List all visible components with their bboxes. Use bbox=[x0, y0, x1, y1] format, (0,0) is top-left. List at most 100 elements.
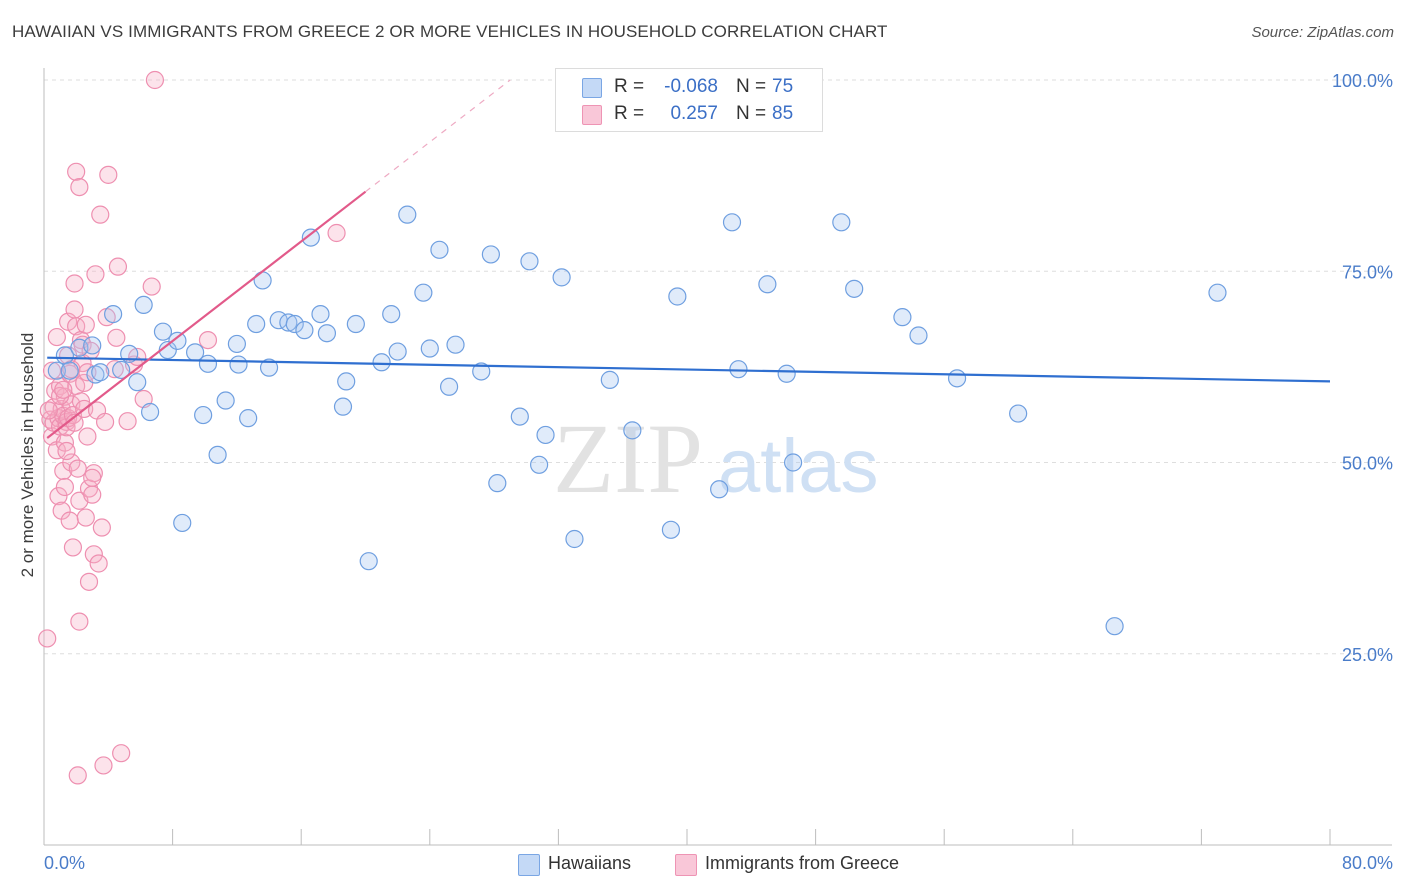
greece-swatch bbox=[582, 105, 602, 125]
greece-point bbox=[142, 277, 161, 296]
greece-point bbox=[83, 485, 102, 504]
hawaiian-point bbox=[317, 324, 337, 343]
greece-point bbox=[60, 511, 79, 530]
hawaiian-point bbox=[600, 370, 619, 389]
watermark-zip: ZIP bbox=[553, 403, 703, 514]
hawaiian-point bbox=[301, 228, 320, 247]
hawaiian-point bbox=[909, 326, 928, 345]
r-value: 0.257 bbox=[670, 103, 718, 124]
legend-label: Hawaiians bbox=[548, 853, 632, 873]
hawaiian-point bbox=[1009, 404, 1028, 423]
hawaiian-point bbox=[398, 205, 417, 224]
hawaiian-point bbox=[446, 335, 465, 354]
hawaiian-point bbox=[420, 339, 439, 358]
hawaiian-points bbox=[47, 205, 1227, 636]
hawaiian-point bbox=[382, 304, 401, 324]
greece-point bbox=[112, 744, 131, 763]
hawaiian-point bbox=[112, 360, 131, 380]
greece-point bbox=[86, 265, 105, 284]
hawaiian-point bbox=[198, 354, 218, 373]
hawaiian-point bbox=[194, 405, 213, 425]
greece-point bbox=[95, 412, 115, 432]
greece-point bbox=[59, 409, 78, 428]
hawaiian-point bbox=[140, 402, 160, 422]
hawaiian-point bbox=[229, 355, 248, 374]
hawaiian-point bbox=[372, 353, 391, 372]
hawaiian-point bbox=[729, 360, 748, 379]
x-tick-label: 80.0% bbox=[1342, 853, 1393, 873]
hawaiian-point bbox=[430, 240, 449, 259]
hawaiian-point bbox=[337, 372, 356, 391]
hawaiian-point bbox=[777, 364, 796, 383]
hawaiian-point bbox=[259, 358, 279, 377]
hawaiian-point bbox=[388, 342, 407, 361]
hawaiian-point bbox=[520, 252, 539, 271]
hawaiian-point bbox=[414, 283, 433, 302]
hawaiian-point bbox=[83, 336, 102, 355]
hawaiian-point bbox=[247, 314, 266, 334]
y-tick-label: 100.0% bbox=[1332, 71, 1393, 91]
hawaiian-point bbox=[439, 377, 459, 396]
hawaiian-point bbox=[285, 314, 304, 334]
greece-point bbox=[68, 459, 87, 478]
greece-points bbox=[38, 70, 346, 785]
hawaiian-point bbox=[661, 520, 681, 539]
n-label: N = bbox=[736, 76, 767, 97]
hawaiian-point bbox=[311, 304, 330, 324]
axes bbox=[43, 68, 1392, 846]
hawaiian-point bbox=[552, 268, 571, 287]
hawaiian-point bbox=[173, 513, 192, 533]
y-tick-label: 50.0% bbox=[1342, 454, 1393, 474]
greece-point bbox=[99, 165, 118, 184]
greece-point bbox=[105, 360, 124, 379]
greece-point bbox=[76, 315, 95, 334]
greece-point bbox=[108, 257, 128, 276]
n-value: 85 bbox=[772, 103, 794, 124]
hawaiian-point bbox=[710, 480, 729, 499]
hawaiian-point bbox=[481, 245, 500, 264]
greece-point bbox=[67, 162, 86, 181]
greece-point bbox=[54, 380, 73, 399]
hawaiian-point bbox=[104, 304, 123, 324]
stats-row-greece: R = 0.257 N = 85 bbox=[556, 103, 822, 127]
hawaiian-point bbox=[346, 314, 365, 334]
greece-point bbox=[47, 327, 66, 347]
greece-point bbox=[91, 205, 110, 224]
hawaiian-point bbox=[947, 369, 967, 388]
greece-point bbox=[49, 487, 68, 506]
greece-point bbox=[39, 401, 58, 420]
watermark: ZIP atlas bbox=[553, 403, 879, 514]
greece-point bbox=[65, 300, 84, 319]
hawaiian-point bbox=[845, 279, 864, 298]
hawaiian-point bbox=[227, 334, 246, 354]
greece-point bbox=[55, 477, 74, 497]
hawaiian-point bbox=[510, 407, 529, 426]
greece-point bbox=[68, 766, 87, 785]
hawaiian-point bbox=[295, 321, 314, 340]
y-tick-label: 25.0% bbox=[1342, 645, 1393, 665]
x-tick-label: 0.0% bbox=[44, 853, 85, 873]
hawaiian-point bbox=[472, 362, 491, 381]
n-label: N = bbox=[736, 103, 767, 124]
greece-point bbox=[327, 223, 346, 243]
r-label: R = bbox=[614, 103, 645, 124]
hawaiian-point bbox=[239, 409, 258, 428]
hawaiian-point bbox=[359, 552, 378, 571]
y-tick-label: 75.0% bbox=[1342, 262, 1393, 282]
greece-point bbox=[83, 468, 102, 487]
hawaiian-point bbox=[783, 453, 803, 472]
hawaiian-point bbox=[1105, 617, 1124, 636]
hawaiian-point bbox=[279, 313, 298, 332]
greece-point bbox=[79, 572, 99, 591]
stats-row-hawaiians: R = -0.068 N = 75 bbox=[556, 76, 822, 100]
greece-point bbox=[92, 518, 111, 537]
hawaiian-point bbox=[623, 421, 642, 440]
greece-legend-swatch bbox=[675, 854, 697, 876]
greece-point bbox=[78, 427, 97, 446]
hawaiian-point bbox=[208, 445, 227, 464]
greece-point bbox=[76, 508, 95, 527]
greece-point bbox=[63, 405, 83, 425]
hawaiians-swatch bbox=[582, 78, 602, 98]
greece-point bbox=[63, 538, 83, 557]
hawaiian-point bbox=[128, 373, 147, 392]
